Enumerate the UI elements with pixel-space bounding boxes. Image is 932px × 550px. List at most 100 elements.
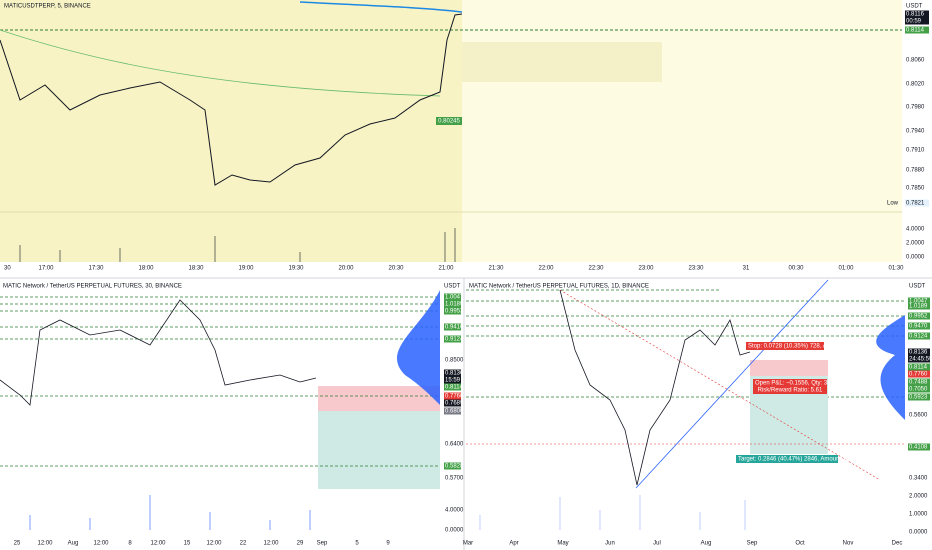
price-badge — [444, 462, 461, 470]
volume-tick-label: 0.0000 — [445, 528, 464, 534]
marker-label: 0.80245 — [438, 119, 460, 125]
x-tick-label: 8 — [128, 541, 132, 547]
x-tick-label: 12:00 — [263, 541, 279, 547]
stop-label: Stop: 0.0728 (10.35%) 728, Amount: 760 — [748, 344, 857, 350]
price-badge — [908, 443, 930, 451]
x-tick-label: 23:00 — [638, 266, 654, 272]
price-label: 1.0189 — [445, 302, 464, 308]
price-label: 0.9470 — [909, 324, 928, 330]
price-label: 0.7050 — [909, 387, 928, 393]
top-bg-right — [462, 0, 902, 262]
x-tick-label: 18:00 — [138, 266, 154, 272]
risk-reward-label: Risk/Reward Ratio: 5.61 — [758, 388, 823, 394]
price-label: 0.7760 — [445, 394, 464, 400]
volume-tick-label: 1.0000 — [909, 512, 928, 518]
price-badge — [905, 26, 929, 34]
labels: MATICUSDTPERP, 5, BINANCE USDT 0.811600:59… — [3, 4, 932, 547]
y-tick-label: 0.7850 — [906, 186, 925, 192]
price-label: 0.9124 — [445, 337, 464, 343]
volume-tick-label: 4.0000 — [445, 508, 464, 514]
price-badge — [444, 383, 461, 391]
x-tick-label: Mar — [463, 541, 473, 547]
target-zone — [318, 411, 440, 489]
price-label: 0.9410 — [445, 325, 464, 331]
x-tick-label: 00:30 — [788, 266, 804, 272]
x-tick-label: 17:30 — [88, 266, 104, 272]
volume-tick-label: 0.0000 — [909, 530, 928, 536]
x-tick-label: 25 — [14, 541, 21, 547]
price-label: 0.8116 — [906, 12, 925, 18]
x-tick-label: 30 — [4, 266, 11, 272]
x-tick-label: 12:00 — [206, 541, 222, 547]
volume-tick-label: 2.0000 — [909, 494, 928, 500]
price-badge — [908, 393, 930, 401]
x-tick-label: 21:00 — [438, 266, 454, 272]
pnl-box — [753, 379, 827, 394]
chart-title: MATIC Network / TetherUS PERPETUAL FUTUR… — [469, 284, 649, 290]
price-label: 1.0047 — [909, 299, 928, 305]
price-badge — [908, 312, 930, 320]
x-tick-label: Apr — [509, 541, 518, 547]
x-tick-label: 5 — [355, 541, 359, 547]
x-tick-label: 01:30 — [888, 266, 904, 272]
price-label: 0.6800 — [445, 409, 464, 415]
price-badge — [444, 300, 461, 308]
x-tick-label: Aug — [68, 541, 79, 547]
price-label: 0.7689 — [445, 401, 464, 407]
price-path — [0, 13, 463, 186]
x-tick-label: 20:00 — [338, 266, 354, 272]
price-badge — [444, 335, 461, 343]
x-tick-label: Aug — [701, 541, 712, 547]
x-tick-label: Jul — [653, 541, 661, 547]
axis-unit: USDT — [906, 4, 923, 10]
price-label: 15:59 — [445, 378, 461, 384]
price-badge — [908, 370, 930, 378]
y-tick-label: 0.5600 — [909, 413, 928, 419]
price-label: 0.9124 — [909, 334, 928, 340]
volume-bars — [19, 228, 456, 262]
price-label: 0.8114 — [909, 365, 928, 371]
x-tick-label: 12:00 — [150, 541, 166, 547]
price-badge — [444, 369, 461, 377]
volume-profile — [876, 315, 905, 420]
price-path — [559, 289, 751, 486]
marker-box — [436, 117, 462, 125]
volume-bars — [479, 495, 746, 530]
volume-tick-label: 4.0000 — [906, 227, 925, 233]
price-label: 0.8114 — [906, 28, 925, 34]
volume-tick-label: 0.0000 — [906, 255, 925, 261]
price-badge — [908, 363, 930, 371]
x-tick-label: 29 — [297, 541, 304, 547]
price-label: 0.7488 — [909, 380, 928, 386]
price-badge — [905, 199, 929, 207]
price-label: 0.9952 — [445, 309, 464, 315]
x-tick-label: 12:00 — [37, 541, 53, 547]
y-tick-label: 0.8060 — [906, 58, 925, 64]
price-badge — [908, 385, 930, 393]
y-tick-label: 0.7910 — [906, 148, 925, 154]
price-badge — [908, 297, 930, 305]
price-label: 0.8136 — [909, 350, 928, 356]
price-label: 0.7760 — [909, 372, 928, 378]
price-label: 0.9952 — [909, 314, 928, 320]
y-tick-label: 0.7880 — [906, 168, 925, 174]
price-badge — [444, 323, 461, 331]
price-badge — [905, 17, 929, 25]
price-label: 0.5828 — [445, 464, 464, 470]
x-tick-label: May — [557, 541, 568, 547]
volume-tick-label: 2.0000 — [906, 241, 925, 247]
top-bg-left — [0, 0, 462, 262]
y-tick-label: 0.7940 — [906, 129, 925, 135]
price-badge — [444, 307, 461, 315]
top-axis-bg — [902, 0, 932, 272]
x-tick-label: 22:00 — [538, 266, 554, 272]
axis-unit: USDT — [444, 284, 461, 290]
stop-zone — [318, 386, 440, 411]
y-tick-label: 0.7980 — [906, 105, 925, 111]
price-label: 0.5923 — [909, 395, 928, 401]
price-label: 0.8114 — [445, 385, 464, 391]
volume-profile — [397, 290, 440, 405]
price-badge — [444, 293, 461, 301]
top-time-bg — [0, 262, 932, 276]
price-badge — [908, 332, 930, 340]
